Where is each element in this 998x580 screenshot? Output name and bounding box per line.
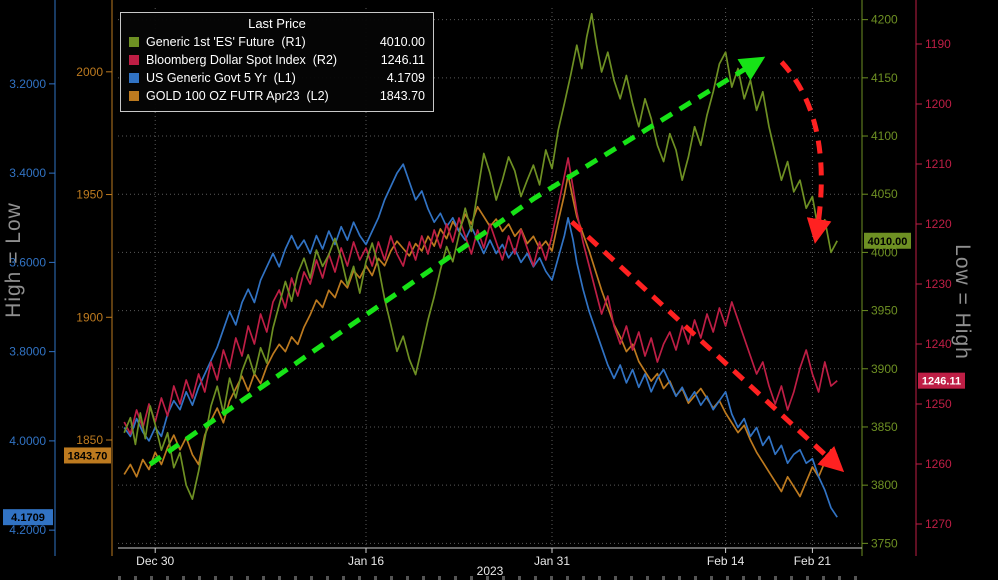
right-axis-inversion-note: Low = High — [951, 244, 974, 360]
svg-text:3750: 3750 — [871, 536, 898, 550]
svg-text:4200: 4200 — [871, 13, 898, 27]
svg-text:1240: 1240 — [925, 337, 952, 351]
gold-series-swatch — [129, 91, 139, 101]
svg-text:Feb 21: Feb 21 — [794, 554, 832, 568]
es-series-swatch — [129, 37, 139, 47]
legend-row-us5y: US Generic Govt 5 Yr (L1) 4.1709 — [129, 69, 425, 87]
svg-text:Dec 30: Dec 30 — [136, 554, 174, 568]
svg-text:1246.11: 1246.11 — [922, 376, 961, 388]
svg-text:3.2000: 3.2000 — [9, 77, 46, 91]
svg-text:3900: 3900 — [871, 362, 898, 376]
dollar-index-series-swatch — [129, 55, 139, 65]
svg-text:1900: 1900 — [76, 310, 103, 324]
x-axis-year-label: 2023 — [476, 564, 504, 578]
us5y-series-label: US Generic Govt 5 Yr (L1) — [146, 71, 296, 85]
svg-text:1200: 1200 — [925, 97, 952, 111]
left-axis-inversion-note: High = Low — [2, 202, 25, 318]
svg-text:4100: 4100 — [871, 129, 898, 143]
legend-row-es: Generic 1st 'ES' Future (R1) 4010.00 — [129, 33, 425, 51]
svg-text:1950: 1950 — [76, 188, 103, 202]
svg-text:1210: 1210 — [925, 157, 952, 171]
legend-title: Last Price — [248, 16, 306, 31]
svg-text:4.1709: 4.1709 — [11, 512, 45, 524]
svg-text:1250: 1250 — [925, 397, 952, 411]
es-last-price: 4010.00 — [379, 35, 425, 49]
svg-text:1270: 1270 — [925, 517, 952, 531]
svg-text:3950: 3950 — [871, 304, 898, 318]
us5y-last-price: 4.1709 — [386, 71, 425, 85]
svg-text:4.0000: 4.0000 — [9, 434, 46, 448]
es-series-label: Generic 1st 'ES' Future (R1) — [146, 35, 306, 49]
svg-text:Jan 31: Jan 31 — [534, 554, 570, 568]
svg-text:Feb 14: Feb 14 — [707, 554, 745, 568]
svg-text:1260: 1260 — [925, 457, 952, 471]
svg-text:1230: 1230 — [925, 277, 952, 291]
chart-legend: Last Price Generic 1st 'ES' Future (R1) … — [120, 12, 434, 112]
legend-row-dollar-index: Bloomberg Dollar Spot Index (R2) 1246.11 — [129, 51, 425, 69]
cropped-bottom-axis-strip — [118, 576, 862, 580]
svg-text:3850: 3850 — [871, 420, 898, 434]
gold-series-label: GOLD 100 OZ FUTR Apr23 (L2) — [146, 89, 329, 103]
dollar-index-series-label: Bloomberg Dollar Spot Index (R2) — [146, 53, 338, 67]
svg-text:1850: 1850 — [76, 433, 103, 447]
dollar-index-last-price: 1246.11 — [380, 53, 425, 67]
svg-text:4150: 4150 — [871, 71, 898, 85]
svg-text:4010.00: 4010.00 — [868, 236, 908, 248]
svg-text:3.4000: 3.4000 — [9, 166, 46, 180]
svg-text:3800: 3800 — [871, 478, 898, 492]
svg-text:3.8000: 3.8000 — [9, 345, 46, 359]
svg-text:4050: 4050 — [871, 187, 898, 201]
svg-text:1190: 1190 — [925, 37, 951, 51]
svg-text:4000: 4000 — [871, 245, 898, 259]
us5y-series-swatch — [129, 73, 139, 83]
svg-text:4.2000: 4.2000 — [9, 523, 46, 537]
svg-text:1220: 1220 — [925, 217, 952, 231]
svg-text:Jan 16: Jan 16 — [348, 554, 384, 568]
svg-text:2000: 2000 — [76, 65, 103, 79]
legend-row-gold: GOLD 100 OZ FUTR Apr23 (L2) 1843.70 — [129, 87, 425, 105]
gold-last-price: 1843.70 — [379, 89, 425, 103]
svg-text:1843.70: 1843.70 — [68, 450, 108, 462]
svg-text:3.6000: 3.6000 — [9, 255, 46, 269]
